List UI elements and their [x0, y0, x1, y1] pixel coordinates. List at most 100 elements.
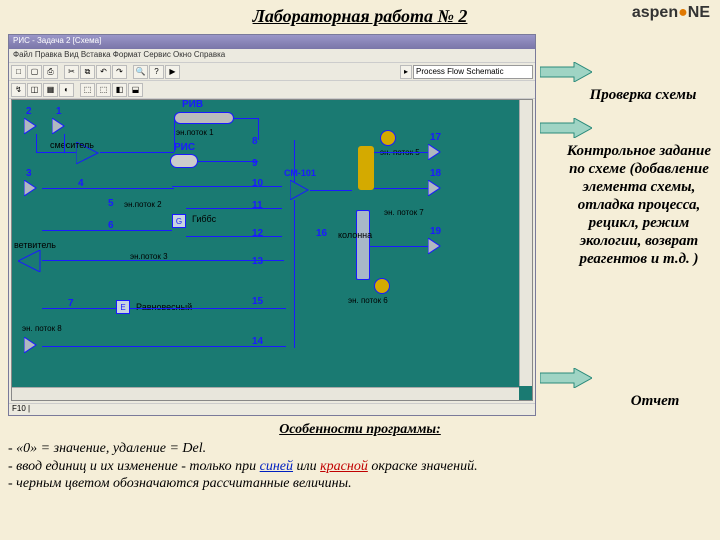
- stream-19: 19: [430, 226, 441, 237]
- mixer-label: смеситель: [50, 140, 94, 150]
- arrow-2: [540, 118, 592, 138]
- hx-top[interactable]: [380, 130, 396, 146]
- splitter-block[interactable]: [18, 250, 44, 274]
- tb-undo-icon[interactable]: ↶: [96, 65, 111, 79]
- stream-11: 11: [252, 200, 263, 211]
- sm101-block[interactable]: [290, 180, 312, 202]
- tb2-icon-4[interactable]: ⬚: [80, 83, 95, 97]
- flash-vessel[interactable]: [358, 146, 374, 190]
- tb-print-icon[interactable]: ⎙: [43, 65, 58, 79]
- arrow-1: [540, 62, 592, 82]
- tb-flag-icon[interactable]: ▸: [400, 65, 412, 79]
- stream-13: 13: [252, 256, 263, 267]
- tb-new-icon[interactable]: □: [11, 65, 26, 79]
- line: [36, 134, 37, 152]
- tb-schematic-field[interactable]: Process Flow Schematic: [413, 65, 533, 79]
- product-18[interactable]: [428, 180, 446, 198]
- note-report: Отчет: [600, 392, 710, 410]
- tb2-icon-1[interactable]: ◫: [27, 83, 42, 97]
- stream-14: 14: [252, 336, 263, 347]
- tb-redo-icon[interactable]: ↷: [112, 65, 127, 79]
- bl2b: или: [293, 459, 320, 474]
- app-titlebar: РИС - Задача 2 [Схема]: [9, 35, 535, 49]
- tb-run-icon[interactable]: ▶: [165, 65, 180, 79]
- statusbar: F10 |: [9, 403, 535, 415]
- ris-reactor[interactable]: [170, 154, 198, 168]
- tb-cut-icon[interactable]: ✂: [64, 65, 79, 79]
- column-block[interactable]: [356, 210, 370, 280]
- app-menu[interactable]: Файл Правка Вид Вставка Формат Сервис Ок…: [9, 49, 535, 63]
- line: [130, 308, 286, 309]
- label-enstream8: эн. поток 8: [22, 324, 62, 333]
- stream-17: 17: [430, 132, 441, 143]
- bl2a: - ввод единиц и их изменение - только пр…: [8, 459, 260, 474]
- bottom-header: Особенности программы:: [8, 422, 712, 438]
- gibbs-label: Гиббс: [192, 214, 216, 224]
- line: [42, 308, 116, 309]
- line: [42, 260, 284, 261]
- line: [370, 246, 428, 247]
- tb-zoom-icon[interactable]: 🔍: [133, 65, 148, 79]
- stream-8: 8: [252, 136, 258, 147]
- splitter-label: ветвитель: [14, 240, 56, 250]
- canvas-wrap: 2 1 3 эн. поток 8 смеситель ветвител: [11, 99, 533, 401]
- tb2-icon-5[interactable]: ⬚: [96, 83, 111, 97]
- scrollbar-vertical[interactable]: [519, 100, 532, 386]
- feed-arrow-2[interactable]: [24, 118, 42, 136]
- flowsheet-canvas[interactable]: 2 1 3 эн. поток 8 смеситель ветвител: [12, 100, 532, 400]
- line: [172, 186, 282, 187]
- line: [42, 230, 172, 231]
- tb2-icon-3[interactable]: ◐: [59, 83, 74, 97]
- tb2-icon-6[interactable]: ◧: [112, 83, 127, 97]
- bottom-line3: - черным цветом обозначаются рассчитанны…: [8, 475, 712, 493]
- app-window: РИС - Задача 2 [Схема] Файл Правка Вид В…: [8, 34, 536, 416]
- bottom-text: Особенности программы: - «0» = значение,…: [8, 422, 712, 493]
- line: [294, 140, 295, 182]
- bl2c: окраске значений.: [368, 459, 478, 474]
- stream-1: 1: [56, 106, 62, 117]
- line: [36, 152, 76, 153]
- line: [42, 188, 174, 189]
- line: [294, 200, 295, 348]
- gibbs-block[interactable]: G: [172, 214, 186, 228]
- tb-help-icon[interactable]: ?: [149, 65, 164, 79]
- tb2-icon-0[interactable]: ↯: [11, 83, 26, 97]
- tb2-icon-2[interactable]: ▦: [43, 83, 58, 97]
- hx-bottom[interactable]: [374, 278, 390, 294]
- stream-2: 2: [26, 106, 32, 117]
- label-enstream7: эн. поток 7: [384, 208, 424, 217]
- stream-5: 5: [108, 198, 114, 209]
- label-enstream6: эн. поток 6: [348, 296, 388, 305]
- line: [374, 188, 428, 189]
- note-task: Контрольное задание по схеме (добавление…: [560, 142, 718, 268]
- line: [100, 152, 174, 153]
- tb2-icon-7[interactable]: ⬓: [128, 83, 143, 97]
- stream-12: 12: [252, 228, 263, 239]
- bl2-blue: синей: [260, 459, 293, 474]
- scrollbar-horizontal[interactable]: [12, 387, 519, 400]
- logo-text-ne: NE: [688, 4, 710, 21]
- app-toolbar-1: □ ▢ ⎙ ✂ ⧉ ↶ ↷ 🔍 ? ▶ ▸ Process Flow Schem…: [9, 63, 535, 81]
- logo: aspen●NE: [632, 4, 710, 22]
- arrow-3: [540, 368, 592, 388]
- logo-dot: ●: [678, 4, 688, 21]
- tb-open-icon[interactable]: ▢: [27, 65, 42, 79]
- product-17[interactable]: [428, 144, 446, 162]
- product-19[interactable]: [428, 238, 446, 256]
- feed-arrow-3[interactable]: [24, 180, 42, 198]
- tb-copy-icon[interactable]: ⧉: [80, 65, 95, 79]
- line: [186, 236, 282, 237]
- ris-label: РИС: [174, 142, 195, 153]
- riv-reactor[interactable]: [174, 112, 234, 124]
- stream-3: 3: [26, 168, 32, 179]
- page-title: Лабораторная работа № 2: [0, 0, 720, 27]
- equilibrium-block[interactable]: E: [116, 300, 130, 314]
- stream-9: 9: [252, 158, 258, 169]
- feed-arrow-4[interactable]: [24, 337, 42, 355]
- stream-10: 10: [252, 178, 263, 189]
- app-toolbar-2: ↯ ◫ ▦ ◐ ⬚ ⬚ ◧ ⬓: [9, 81, 535, 99]
- line: [186, 208, 282, 209]
- bl2-red: красной: [320, 459, 368, 474]
- bottom-line2: - ввод единиц и их изменение - только пр…: [8, 458, 712, 476]
- feed-arrow-1[interactable]: [52, 118, 70, 136]
